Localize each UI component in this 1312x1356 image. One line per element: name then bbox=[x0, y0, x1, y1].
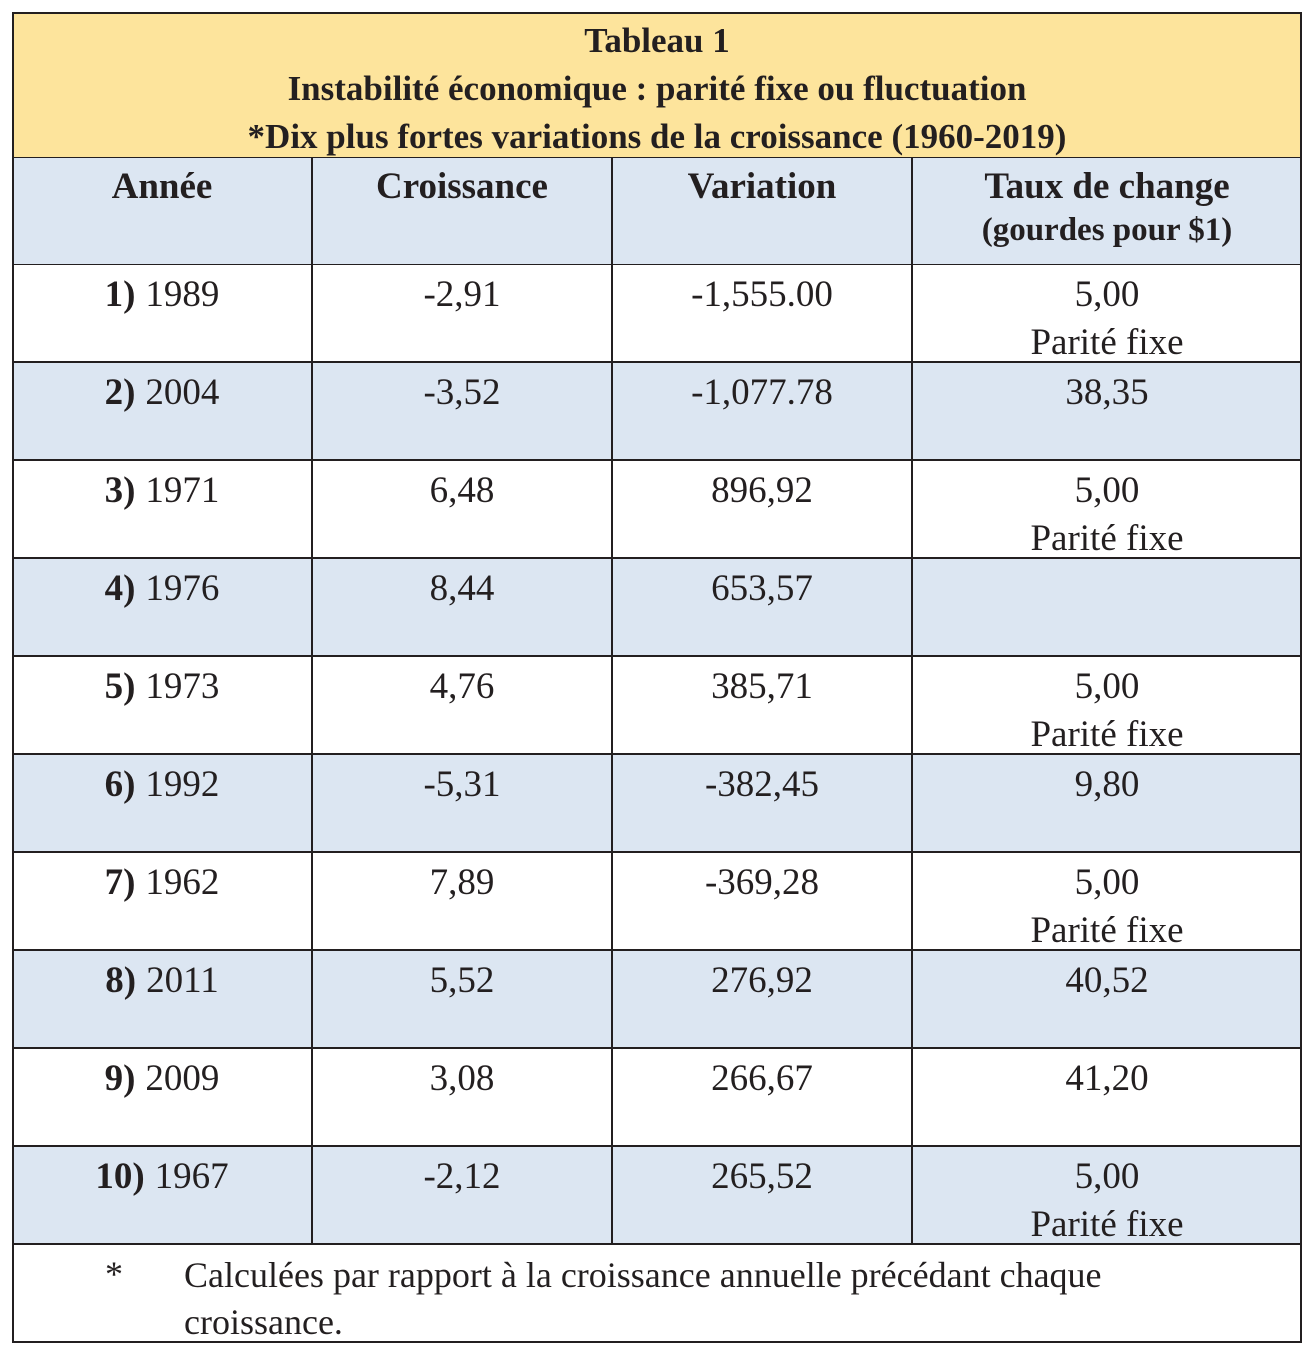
table-border bbox=[12, 12, 1302, 1343]
rank: 4) bbox=[104, 568, 136, 609]
year: 1973 bbox=[145, 666, 220, 707]
taux-cell: 5,00 bbox=[1074, 470, 1140, 511]
table-row bbox=[12, 559, 1302, 657]
rank: 3) bbox=[104, 470, 136, 511]
footnote-marker: * bbox=[105, 1254, 123, 1294]
variation-cell: 896,92 bbox=[711, 470, 813, 511]
table-row bbox=[12, 755, 1302, 853]
year: 2011 bbox=[146, 960, 219, 1001]
year-cell: 4) 1976 bbox=[12, 570, 312, 607]
variation-cell: 266,67 bbox=[711, 1058, 813, 1099]
croissance-cell: 5,52 bbox=[429, 960, 495, 1001]
taux-cell: 38,35 bbox=[1065, 372, 1149, 413]
croissance-cell: 4,76 bbox=[429, 666, 495, 707]
variation-cell: 265,52 bbox=[711, 1156, 813, 1197]
table-row bbox=[12, 1049, 1302, 1147]
table-row bbox=[12, 265, 1302, 363]
column-header: Croissance bbox=[376, 166, 548, 207]
croissance-cell: 8,44 bbox=[429, 568, 495, 609]
note: Parité fixe bbox=[1030, 322, 1184, 363]
variation-cell: 653,57 bbox=[711, 568, 813, 609]
year: 1976 bbox=[145, 568, 220, 609]
table-row bbox=[12, 951, 1302, 1049]
rank: 5) bbox=[104, 666, 136, 707]
variation-cell: -1,077.78 bbox=[691, 372, 833, 413]
footnote-text: Calculées par rapport à la croissance an… bbox=[184, 1255, 1102, 1342]
title-line: Instabilité économique : parité fixe ou … bbox=[287, 69, 1027, 108]
note: Parité fixe bbox=[1030, 714, 1184, 755]
table-row bbox=[12, 1147, 1302, 1245]
rank: 9) bbox=[104, 1058, 136, 1099]
column-header: Variation bbox=[687, 166, 837, 207]
taux-cell: 40,52 bbox=[1065, 960, 1149, 1001]
taux-cell: 5,00 bbox=[1074, 1156, 1140, 1197]
croissance-cell: 3,08 bbox=[429, 1058, 495, 1099]
croissance-cell: -2,12 bbox=[423, 1156, 501, 1197]
table-row bbox=[12, 461, 1302, 559]
taux-cell: 41,20 bbox=[1065, 1058, 1149, 1099]
year-cell: 1) 1989 bbox=[12, 276, 312, 313]
year: 1989 bbox=[145, 274, 220, 315]
table-row bbox=[12, 853, 1302, 951]
year-cell: 9) 2009 bbox=[12, 1060, 312, 1097]
rank: 8) bbox=[105, 960, 137, 1001]
year: 2009 bbox=[145, 1058, 220, 1099]
title-line: *Dix plus fortes variations de la croiss… bbox=[247, 117, 1067, 156]
note: Parité fixe bbox=[1030, 1204, 1184, 1245]
taux-cell: 9,80 bbox=[1074, 764, 1140, 805]
year: 1992 bbox=[145, 764, 220, 805]
column-header: Année bbox=[111, 166, 213, 207]
croissance-cell: -2,91 bbox=[423, 274, 501, 315]
column-header: (gourdes pour $1) bbox=[981, 212, 1233, 248]
year-cell: 6) 1992 bbox=[12, 766, 312, 803]
table-row bbox=[12, 363, 1302, 461]
taux-cell: 5,00 bbox=[1074, 862, 1140, 903]
variation-cell: -382,45 bbox=[704, 764, 820, 805]
table-row bbox=[12, 657, 1302, 755]
rank: 6) bbox=[104, 764, 136, 805]
note: Parité fixe bbox=[1030, 910, 1184, 951]
variation-cell: -1,555.00 bbox=[691, 274, 833, 315]
year: 1971 bbox=[145, 470, 220, 511]
variation-cell: 385,71 bbox=[711, 666, 813, 707]
column-rule bbox=[611, 158, 613, 1245]
year-cell: 8) 2011 bbox=[12, 962, 312, 999]
rank: 2) bbox=[104, 372, 136, 413]
column-rule bbox=[311, 158, 313, 1245]
rank: 10) bbox=[95, 1156, 145, 1197]
year: 2004 bbox=[145, 372, 220, 413]
croissance-cell: 6,48 bbox=[429, 470, 495, 511]
taux-cell: 5,00 bbox=[1074, 666, 1140, 707]
croissance-cell: -5,31 bbox=[423, 764, 501, 805]
year: 1962 bbox=[145, 862, 220, 903]
header-row bbox=[12, 158, 1302, 266]
year-cell: 5) 1973 bbox=[12, 668, 312, 705]
variation-cell: 276,92 bbox=[711, 960, 813, 1001]
rank: 1) bbox=[104, 274, 136, 315]
column-header: Taux de change bbox=[984, 166, 1230, 207]
year-cell: 10) 1967 bbox=[12, 1158, 312, 1195]
year-cell: 7) 1962 bbox=[12, 864, 312, 901]
note: Parité fixe bbox=[1030, 518, 1184, 559]
column-rule bbox=[911, 158, 913, 1245]
year-cell: 2) 2004 bbox=[12, 374, 312, 411]
rank: 7) bbox=[104, 862, 136, 903]
taux-cell: 5,00 bbox=[1074, 274, 1140, 315]
year: 1967 bbox=[154, 1156, 229, 1197]
croissance-cell: 7,89 bbox=[429, 862, 495, 903]
croissance-cell: -3,52 bbox=[423, 372, 501, 413]
variation-cell: -369,28 bbox=[704, 862, 820, 903]
title-line: Tableau 1 bbox=[584, 21, 730, 60]
year-cell: 3) 1971 bbox=[12, 472, 312, 509]
